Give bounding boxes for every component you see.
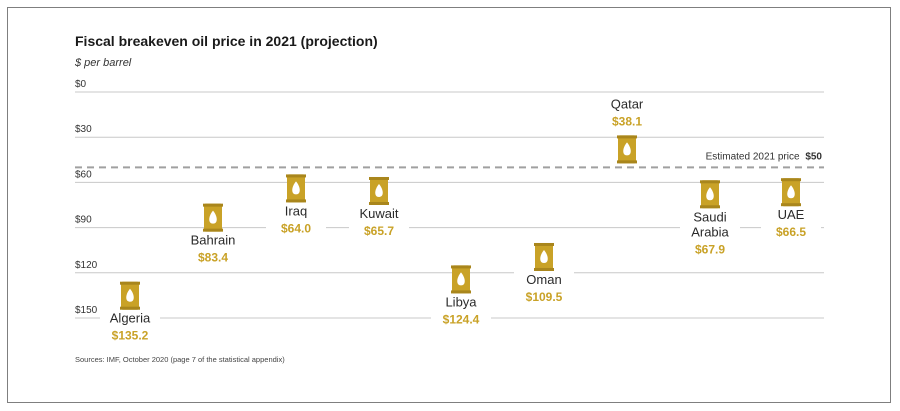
- chart-subtitle: $ per barrel: [74, 57, 132, 69]
- y-tick-label: $60: [75, 169, 92, 180]
- value-label: $83.4: [198, 251, 228, 265]
- category-label: Iraq: [285, 203, 307, 218]
- category-label: Libya: [445, 294, 477, 309]
- reference-line-value: $50: [805, 151, 822, 162]
- oil-barrel-icon: [700, 180, 720, 209]
- label-backdrop: [183, 232, 243, 266]
- y-tick-label: $30: [75, 124, 92, 135]
- data-point: Oman $109.5: [514, 242, 574, 305]
- data-point: Iraq $64.0: [266, 174, 326, 237]
- value-label: $67.9: [695, 242, 725, 256]
- category-label: UAE: [778, 207, 805, 222]
- data-point: UAE $66.5: [761, 178, 821, 241]
- gridlines: $0 $30 $60 $90 $120 $150: [75, 79, 824, 319]
- label-backdrop: [761, 207, 821, 241]
- oil-barrel-icon: [120, 281, 140, 310]
- oil-barrel-icon: [617, 135, 637, 164]
- category-label: Saudi Arabia: [691, 209, 729, 239]
- label-backdrop: [431, 294, 491, 328]
- label-backdrop: [514, 271, 574, 305]
- data-point: Bahrain $83.4: [183, 203, 243, 266]
- label-backdrop: [266, 203, 326, 237]
- category-label: Bahrain: [191, 233, 236, 248]
- oil-barrel-icon: [451, 265, 471, 294]
- oil-barrel-icon: [369, 176, 389, 205]
- reference-line-group: Estimated 2021 price $50: [75, 151, 824, 169]
- value-label: $65.7: [364, 224, 394, 238]
- category-label: Oman: [526, 272, 561, 287]
- category-label: Algeria: [110, 311, 151, 326]
- source-note: Sources: IMF, October 2020 (page 7 of th…: [75, 355, 285, 364]
- oil-barrel-icon: [781, 178, 801, 207]
- label-backdrop: [349, 205, 409, 239]
- oil-barrel-icon: [286, 174, 306, 203]
- reference-line-label: Estimated 2021 price $50: [706, 151, 823, 162]
- value-label: $66.5: [776, 225, 806, 239]
- y-tick-label: $0: [75, 79, 87, 90]
- value-label: $64.0: [281, 221, 311, 235]
- y-tick-label: $120: [75, 260, 98, 271]
- oil-barrel-icon: [203, 203, 223, 232]
- reference-line-label-text: Estimated 2021 price: [706, 151, 800, 162]
- y-tick-label: $150: [75, 305, 98, 316]
- data-point: Kuwait $65.7: [349, 176, 409, 239]
- data-point: Libya $124.4: [431, 265, 491, 328]
- data-point: Algeria $135.2: [100, 281, 160, 344]
- oil-barrel-icon: [534, 242, 554, 271]
- value-label: $135.2: [112, 329, 149, 343]
- y-tick-label: $90: [75, 215, 92, 226]
- data-point: Saudi Arabia $67.9: [680, 180, 740, 258]
- chart-title: Fiscal breakeven oil price in 2021 (proj…: [75, 33, 378, 49]
- category-label: Kuwait: [359, 206, 398, 221]
- data-point: Qatar $38.1: [597, 95, 657, 164]
- label-backdrop: [680, 209, 740, 258]
- category-label: Qatar: [611, 96, 644, 111]
- label-backdrop: [597, 95, 657, 130]
- value-label: $124.4: [443, 312, 480, 326]
- data-points: Algeria $135.2 Bahrain $83.4 Iraq $64.0 Kuwait…: [100, 95, 821, 344]
- label-backdrop: [100, 310, 160, 344]
- value-label: $38.1: [612, 114, 642, 128]
- value-label: $109.5: [526, 290, 563, 304]
